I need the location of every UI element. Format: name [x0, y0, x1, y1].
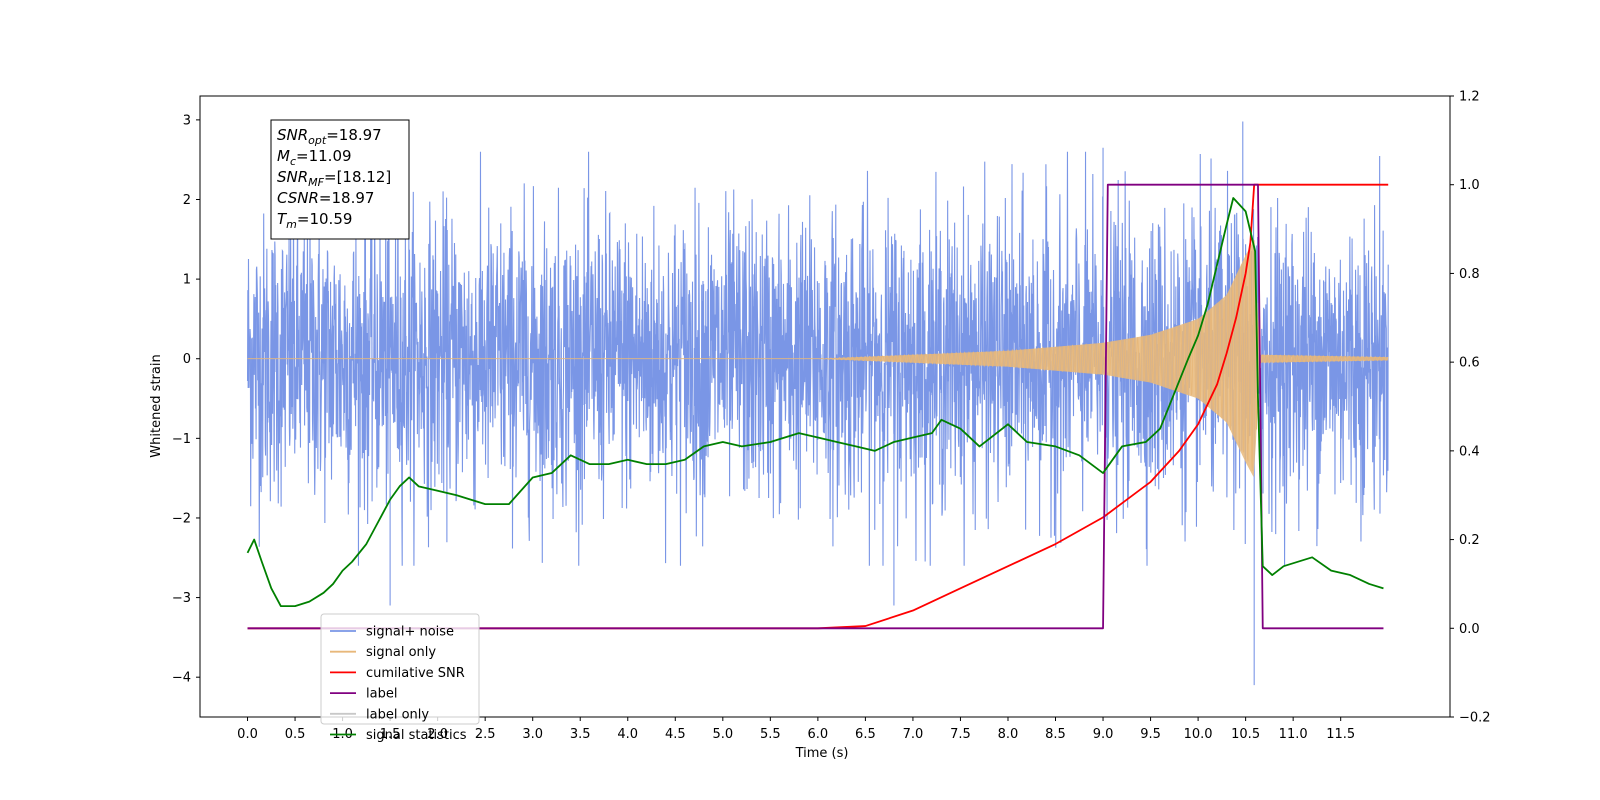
- x-tick-label: 3.0: [522, 727, 543, 742]
- x-axis-label: Time (s): [795, 746, 849, 761]
- axes: 0.0 0.5 1.0 1.5 2.0 2.5 3.0 3.5 4.0 4.5 5.0 5.5 6.0 6…: [172, 90, 1491, 743]
- x-tick-label: 4.0: [617, 727, 638, 742]
- info-subscript: MF: [308, 176, 324, 189]
- legend-label: signal statistics: [366, 728, 467, 743]
- x-tick-label: 2.0: [427, 727, 448, 742]
- y-tick-label: −1: [172, 432, 191, 447]
- x-tick-label: 10.0: [1184, 727, 1213, 742]
- y2-tick-label: 0.2: [1459, 533, 1480, 548]
- info-line: Tm=10.59: [277, 210, 352, 231]
- info-value: =[18.12]: [324, 168, 391, 186]
- y-tick-label: 1: [183, 273, 191, 288]
- y2-tick-label: 1.2: [1459, 90, 1480, 105]
- y2-tick-label: 1.0: [1459, 178, 1480, 193]
- x-tick-label: 5.0: [712, 727, 733, 742]
- info-value: =18.97: [319, 189, 375, 207]
- x-tick-label: 8.5: [1045, 727, 1066, 742]
- info-box: SNRopt=18.97Mc=11.09SNRMF=[18.12]CSNR=18…: [270, 119, 410, 240]
- x-tick-label: 0.0: [237, 727, 258, 742]
- info-line: CSNR=18.97: [277, 189, 374, 207]
- x-tick-label: 9.0: [1093, 727, 1114, 742]
- y-tick-label: −2: [172, 511, 191, 526]
- info-line: Mc=11.09: [277, 147, 352, 168]
- legend: signal+ noise signal only cumilative SNR la…: [320, 613, 480, 743]
- y-axis-label: Whitened strain: [149, 354, 164, 457]
- legend-label: label: [366, 687, 397, 702]
- y2-tick-label: 0.4: [1459, 444, 1480, 459]
- x-tick-label: 1.5: [380, 727, 401, 742]
- x-tick-label: 11.5: [1326, 727, 1355, 742]
- info-subscript: opt: [308, 134, 327, 147]
- info-symbol: T: [277, 210, 288, 228]
- y2-tick-label: 0.6: [1459, 356, 1480, 371]
- x-tick-label: 0.5: [285, 727, 306, 742]
- noise-series: [246, 121, 1389, 686]
- legend-label: label only: [366, 707, 429, 722]
- x-tick-label: 8.0: [998, 727, 1019, 742]
- chirp-series: [247, 240, 1389, 478]
- info-box-frame: [270, 119, 410, 240]
- x-tick-label: 10.5: [1231, 727, 1260, 742]
- x-tick-label: 7.5: [950, 727, 971, 742]
- plot-area: [246, 121, 1389, 686]
- info-line: SNRopt=18.97: [277, 126, 382, 147]
- x-tick-label: 7.0: [903, 727, 924, 742]
- legend-label: signal only: [366, 645, 436, 660]
- signal-only-line: [247, 240, 1389, 471]
- y-tick-label: 0: [183, 352, 191, 367]
- statistic-lines: [246, 183, 1389, 630]
- y-tick-label: −4: [172, 671, 191, 686]
- label-line: [247, 183, 1384, 630]
- x-tick-label: 9.5: [1140, 727, 1161, 742]
- legend-items: signal+ noise signal only cumilative SNR la…: [330, 625, 467, 743]
- cumilative-snr-line: [247, 183, 1389, 630]
- x-tick-label: 2.5: [475, 727, 496, 742]
- y-tick-label: 3: [183, 113, 191, 128]
- x-tick-label: 3.5: [570, 727, 591, 742]
- info-line: SNRMF=[18.12]: [277, 168, 391, 189]
- y-tick-label: 2: [183, 193, 191, 208]
- signal-statistics-line: [246, 197, 1384, 608]
- info-subscript: c: [290, 155, 296, 168]
- x-tick-label: 5.5: [760, 727, 781, 742]
- x-tick-label: 6.0: [808, 727, 829, 742]
- x-tick-label: 6.5: [855, 727, 876, 742]
- x-tick-label: 11.0: [1279, 727, 1308, 742]
- info-value: =18.97: [326, 126, 382, 144]
- y2-tick-label: 0.8: [1459, 267, 1480, 282]
- legend-frame: [320, 613, 480, 725]
- info-value: =10.59: [297, 210, 353, 228]
- y-tick-label: −3: [172, 591, 191, 606]
- info-subscript: m: [286, 218, 297, 231]
- plot-frame: [199, 95, 1451, 718]
- legend-label: signal+ noise: [366, 625, 454, 640]
- y2-tick-label: 0.0: [1459, 622, 1480, 637]
- x-tick-label: 4.5: [665, 727, 686, 742]
- info-symbol: M: [277, 147, 290, 165]
- info-lines: SNRopt=18.97Mc=11.09SNRMF=[18.12]CSNR=18…: [277, 126, 391, 231]
- info-symbol: CSNR: [277, 189, 319, 207]
- legend-label: cumilative SNR: [366, 666, 465, 681]
- y2-tick-label: −0.2: [1459, 711, 1491, 726]
- info-symbol: SNR: [277, 126, 308, 144]
- signal-plus-noise-line: [246, 121, 1389, 686]
- info-value: =11.09: [296, 147, 352, 165]
- info-symbol: SNR: [277, 168, 308, 186]
